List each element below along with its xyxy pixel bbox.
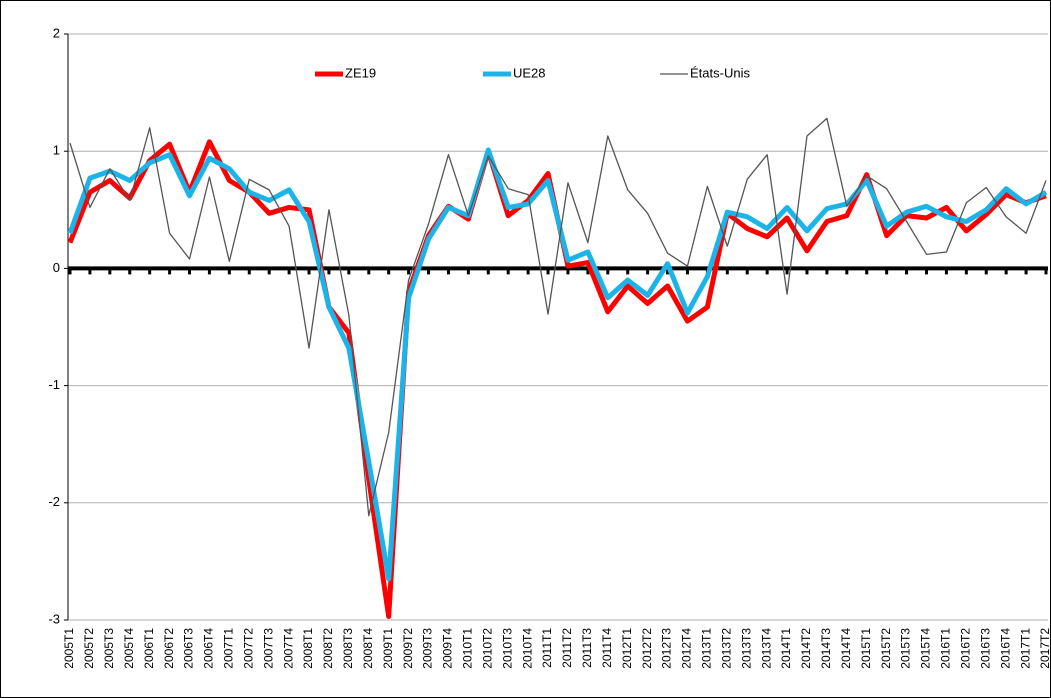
y-tick-label: -3 (48, 611, 60, 626)
x-tick-label: 2014T2 (799, 628, 813, 669)
x-tick-label: 2007T1 (222, 628, 236, 669)
y-tick-label: 1 (53, 143, 60, 158)
series-line (69, 117, 1047, 517)
x-tick-label: 2017T1 (1018, 628, 1032, 669)
x-tick-label: 2014T3 (819, 628, 833, 669)
x-tick-label: 2012T2 (640, 628, 654, 669)
x-tick-label: 2011T1 (540, 628, 554, 668)
x-tick-label: 2006T3 (182, 628, 196, 669)
x-tick-label: 2006T2 (162, 628, 176, 669)
x-tick-label: 2012T3 (660, 628, 674, 669)
x-tick-label: 2006T1 (142, 628, 156, 669)
x-tick-label: 2010T2 (480, 628, 494, 669)
x-tick-label: 2009T2 (401, 628, 415, 669)
x-tick-label: 2015T4 (919, 628, 933, 669)
x-tick-label: 2009T4 (441, 628, 455, 669)
x-tick-label: 2013T1 (700, 628, 714, 669)
x-tick-label: 2007T3 (261, 628, 275, 669)
legend-label: UE28 (513, 65, 546, 80)
x-tick-label: 2010T4 (520, 628, 534, 669)
x-tick-label: 2013T3 (739, 628, 753, 669)
x-tick-label: 2014T1 (779, 628, 793, 669)
x-tick-label: 2012T1 (620, 628, 634, 669)
x-tick-label: 2005T1 (62, 628, 76, 669)
x-tick-label: 2006T4 (202, 628, 216, 669)
x-tick-label: 2007T2 (241, 628, 255, 669)
x-tick-label: 2011T2 (560, 628, 574, 668)
x-tick-label: 2010T1 (461, 628, 475, 669)
x-tick-label: 2005T2 (82, 628, 96, 669)
y-tick-label: -1 (48, 377, 60, 392)
x-tick-label: 2011T3 (580, 628, 594, 668)
x-tick-label: 2010T3 (500, 628, 514, 669)
x-tick-label: 2011T4 (600, 628, 614, 668)
series-line (67, 147, 1048, 582)
x-tick-label: 2015T2 (879, 628, 893, 669)
legend-label: ZE19 (345, 65, 376, 80)
legend-label: États-Unis (690, 65, 750, 80)
x-tick-label: 2008T3 (341, 628, 355, 669)
y-tick-label: 2 (53, 25, 60, 40)
x-tick-label: 2008T4 (361, 628, 375, 669)
x-tick-label: 2014T4 (839, 628, 853, 669)
x-tick-label: 2016T3 (978, 628, 992, 669)
x-tick-label: 2009T1 (381, 628, 395, 669)
y-tick-label: 0 (53, 260, 60, 275)
x-tick-label: 2016T4 (998, 628, 1012, 669)
x-tick-label: 2008T1 (301, 628, 315, 669)
x-tick-label: 2005T3 (102, 628, 116, 669)
x-tick-label: 2012T4 (680, 628, 694, 669)
x-tick-label: 2016T1 (939, 628, 953, 669)
x-tick-label: 2013T2 (719, 628, 733, 669)
x-tick-label: 2007T4 (281, 628, 295, 669)
x-tick-label: 2017T2 (1038, 628, 1051, 669)
x-tick-label: 2015T1 (859, 628, 873, 669)
x-tick-label: 2013T4 (759, 628, 773, 669)
x-tick-label: 2009T3 (421, 628, 435, 669)
y-tick-label: -2 (48, 494, 60, 509)
x-tick-label: 2015T3 (899, 628, 913, 669)
x-tick-label: 2008T2 (321, 628, 335, 669)
x-tick-label: 2016T2 (958, 628, 972, 669)
x-tick-label: 2005T4 (122, 628, 136, 669)
